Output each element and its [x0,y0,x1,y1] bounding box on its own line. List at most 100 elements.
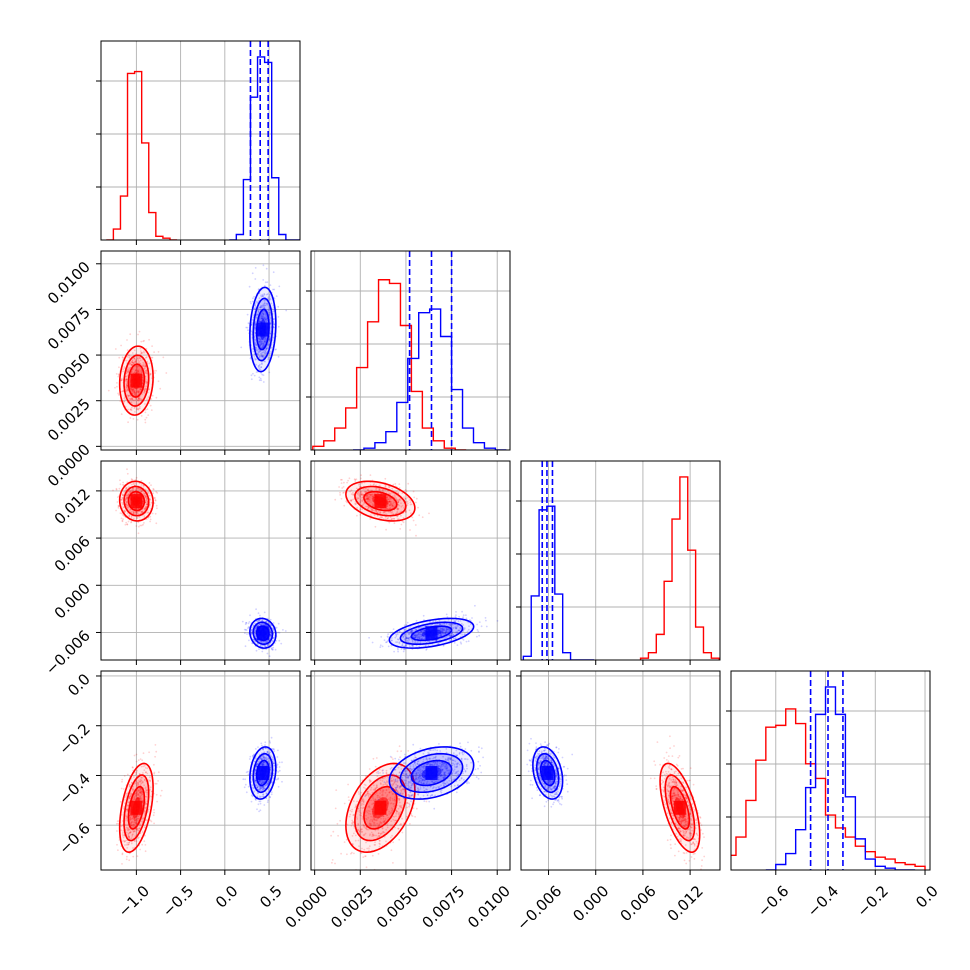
sample-point [404,635,407,638]
sample-point [125,384,128,386]
sample-point [392,628,395,630]
sample-point [131,826,134,829]
sample-point [133,390,136,393]
sample-point [129,823,132,826]
sample-point [141,759,144,762]
sample-point [345,500,348,503]
sample-point [132,512,135,515]
sample-point [254,357,256,360]
sample-point [261,640,264,643]
sample-point [251,322,254,325]
sample-point [131,360,134,363]
sample-point [354,502,356,505]
sample-point [129,822,132,825]
sample-point [143,779,146,781]
sample-point [132,389,135,392]
sample-point [255,313,258,316]
sample-point [265,302,268,305]
sample-point [451,631,454,633]
sample-point [277,305,280,308]
sample-point [132,830,135,833]
sample-point [269,618,272,621]
sample-point [137,759,140,761]
sample-point [389,504,391,507]
sample-point [346,501,348,504]
sample-point [139,796,142,799]
sample-point [354,503,357,506]
sample-point [388,492,390,495]
sample-point [254,325,257,328]
sample-point [140,511,143,513]
sample-point [406,621,409,624]
sample-point [116,382,118,384]
density-core [130,373,143,388]
sample-point [267,312,270,314]
sample-point [260,372,262,374]
sample-point [139,780,142,783]
sample-point [260,294,262,297]
panel-layer [96,40,931,875]
sample-point [121,390,124,392]
sample-point [420,633,422,636]
sample-point [259,306,261,309]
sample-point [134,361,137,364]
sample-point [402,521,405,524]
sample-point [411,516,414,519]
sample-point [265,620,268,622]
sample-point [410,630,413,632]
sample-point [246,633,248,635]
sample-point [127,832,130,835]
sample-point [139,791,142,794]
sample-point [274,648,277,651]
sample-point [146,360,149,363]
sample-point [126,386,128,389]
sample-point [119,479,121,482]
sample-point [358,482,361,485]
sample-point [126,394,129,396]
density-contour [249,286,277,373]
sample-point [136,782,139,784]
sample-point [136,827,139,830]
sample-point [241,620,244,623]
sample-point [140,490,143,493]
sample-point [352,494,354,496]
sample-point [143,522,145,524]
sample-point [263,306,266,309]
sample-point [417,632,420,635]
sample-point [277,631,280,634]
sample-point [138,781,141,783]
sample-point [130,837,133,840]
sample-point [117,392,119,395]
sample-point [261,312,263,314]
sample-point [404,637,407,640]
sample-point [143,339,146,342]
sample-point [122,368,124,371]
density-contour [123,354,150,407]
sample-point [133,797,136,799]
sample-point [131,390,133,393]
sample-point [259,345,262,348]
sample-point [116,385,118,388]
sample-point [418,626,421,629]
sample-point [125,375,128,378]
sample-point [372,509,374,512]
sample-point [434,620,437,622]
sample-point [154,512,157,515]
sample-point [361,494,364,496]
sample-point [396,508,398,510]
sample-point [391,503,394,506]
sample-point [388,500,391,503]
sample-point [132,788,135,791]
sample-point [140,352,143,354]
sample-point [419,630,422,633]
sample-point [250,629,253,632]
sample-point [254,324,257,327]
sample-point [260,343,263,346]
sample-point [143,389,146,392]
sample-point [125,390,128,393]
sample-point [136,815,139,818]
sample-point [255,637,258,639]
sample-point [125,844,128,846]
sample-point [132,855,135,858]
